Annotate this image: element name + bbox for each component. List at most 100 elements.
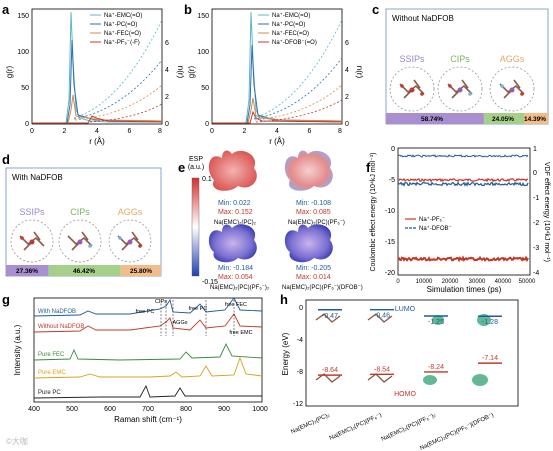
g-annot-freeemc: free EMC bbox=[229, 330, 252, 336]
e-max-3: Max: 0.014 bbox=[296, 274, 331, 281]
a-rtick-1: 2 bbox=[165, 94, 169, 101]
e-colorbar-title: ESP bbox=[189, 156, 203, 163]
h-homo-value-3: -7.14 bbox=[482, 355, 498, 362]
panel-d: d With NaDFOB SSIPs CIPs AGGs 27.36% 46.… bbox=[2, 152, 162, 277]
panel-b: b 0 2 4 6 8 0 50 100 150 0 2 4 6 r (Å) g… bbox=[184, 2, 364, 146]
g-trace-pure-fec bbox=[33, 342, 263, 361]
e-colorbar-max: 0.1 bbox=[202, 176, 212, 183]
d-label-ssips: SSIPs bbox=[19, 207, 45, 217]
e-max-1: Max: 0.085 bbox=[296, 209, 331, 216]
f-legend-0: Na⁺-PF₆⁻ bbox=[419, 216, 445, 223]
f-xtick-2: 20000 bbox=[442, 279, 459, 285]
g-trace-with-nadfob bbox=[33, 297, 263, 317]
panel-letter-g: g bbox=[2, 292, 10, 307]
f-xtick-4: 40000 bbox=[495, 279, 512, 285]
panel-letter-a: a bbox=[2, 2, 10, 17]
e-min-2: Min: -0.184 bbox=[218, 265, 253, 272]
f-rtick-0: 1 bbox=[533, 146, 537, 153]
a-xtick-0: 0 bbox=[30, 128, 34, 135]
h-ytick-1: -4 bbox=[297, 337, 303, 344]
b-ylabel-left: g(r) bbox=[187, 65, 196, 78]
h-homo-orbital-2 bbox=[423, 375, 437, 385]
b-ytick-0: 0 bbox=[205, 121, 209, 128]
panel-letter-d: d bbox=[2, 152, 10, 167]
a-xtick-1: 2 bbox=[63, 128, 67, 135]
panel-g: g 400 500 600 700 800 900 1000 Raman shi… bbox=[2, 292, 268, 424]
g-trace-pure-pc bbox=[33, 384, 262, 399]
panel-f: f 0 -5 -10 -15 -20 1 0 -1 -2 -3 -4 0 100… bbox=[366, 146, 550, 294]
b-rtick-3: 6 bbox=[345, 40, 349, 47]
c-circle-cips bbox=[437, 66, 483, 112]
b-legend-2: Na⁺-FEC(=O) bbox=[272, 30, 309, 37]
g-trace-without-nadfob bbox=[33, 313, 263, 333]
h-lumo-label: LUMO bbox=[395, 306, 416, 313]
h-category-1: Na(EMC)₂(PC)(PF₆⁻) bbox=[329, 412, 383, 441]
plot-frame-a bbox=[31, 8, 163, 125]
f-legend-1: Na⁺-DFOB⁻ bbox=[419, 225, 452, 232]
e-label-2: Na(EMC)₂(PC)(PF₆⁻)₂ bbox=[210, 285, 270, 291]
c-percent-ssips: 58.74% bbox=[421, 116, 443, 123]
a-nr-fec bbox=[74, 84, 163, 121]
b-xtick-3: 6 bbox=[308, 128, 312, 135]
panel-e: e ESP (a.u.) 0.1 -0.15 Min: 0.022 Max: 0… bbox=[178, 150, 363, 291]
e-min-3: Min: -0.205 bbox=[296, 265, 331, 272]
a-ylabel-right: n(r) bbox=[176, 66, 185, 79]
h-orbital-pictures bbox=[315, 313, 491, 386]
b-ytick-1: 50 bbox=[201, 85, 209, 92]
g-annot-cips: CIPs bbox=[155, 299, 167, 305]
g-label-pc: Pure PC bbox=[38, 390, 61, 396]
g-xlabel: Raman shift (cm⁻¹) bbox=[114, 415, 182, 424]
a-gr-pc bbox=[32, 39, 163, 124]
a-xlabel: r (Å) bbox=[89, 137, 105, 146]
f-coulomb-dfob bbox=[397, 181, 529, 187]
c-molecule-ssips bbox=[399, 79, 425, 99]
f-ylabel-right: VDF effect energy (10⁴kJ mol⁻¹) bbox=[543, 162, 550, 262]
h-ytick-0: 0 bbox=[299, 305, 303, 312]
h-lumo-orbital-3 bbox=[477, 314, 491, 326]
e-cell-0: Min: 0.022 Max: 0.152 Na(EMC)₂(PC)₂ bbox=[208, 150, 257, 226]
f-xtick-5: 50000 bbox=[519, 279, 536, 285]
d-percent-ssips: 27.36% bbox=[16, 268, 38, 275]
f-vdw-dfob bbox=[397, 154, 529, 158]
g-xtick-1: 500 bbox=[66, 406, 78, 413]
h-homo-value-2: -8.24 bbox=[428, 364, 444, 371]
c-circle-ssips bbox=[389, 66, 435, 112]
g-xtick-2: 600 bbox=[104, 406, 116, 413]
d-label-cips: CIPs bbox=[70, 207, 90, 217]
h-lumo-mol-0 bbox=[315, 313, 341, 323]
a-xtick-4: 8 bbox=[158, 128, 162, 135]
f-rtick-1: 0 bbox=[533, 170, 537, 177]
h-homo-label: HOMO bbox=[394, 391, 416, 398]
g-annot-freepc-1: free PC bbox=[136, 309, 155, 315]
c-title: Without NaDFOB bbox=[392, 14, 454, 23]
f-rtick-3: -2 bbox=[533, 220, 539, 227]
f-ylabel-left: Coulombic effect energy (10⁴kJ mol⁻¹) bbox=[370, 152, 377, 271]
b-ytick-2: 100 bbox=[197, 49, 209, 56]
b-nr-dfob bbox=[255, 99, 343, 123]
g-ylabel: Intensity (a.u.) bbox=[13, 324, 22, 375]
f-coulomb-pf6 bbox=[397, 177, 529, 183]
h-homo-mol-1 bbox=[367, 373, 393, 383]
h-category-0: Na(EMC)₂(PC)₂ bbox=[290, 412, 331, 435]
b-xtick-2: 4 bbox=[275, 128, 279, 135]
b-gr-fec bbox=[212, 97, 343, 124]
plot-frame-h bbox=[305, 299, 519, 407]
panel-a: a 0 2 4 6 8 0 50 100 150 0 2 4 6 r (Å) g… bbox=[2, 2, 185, 146]
f-ytick-3: -15 bbox=[385, 239, 395, 246]
a-ytick-0: 0 bbox=[25, 121, 29, 128]
b-rtick-2: 4 bbox=[345, 67, 349, 74]
d-bar-aggs bbox=[120, 265, 161, 276]
c-label-ssips: SSIPs bbox=[399, 54, 425, 64]
h-homo-value-0: -8.64 bbox=[322, 367, 338, 374]
a-ytick-2: 100 bbox=[17, 49, 29, 56]
f-xtick-3: 30000 bbox=[469, 279, 486, 285]
b-xlabel: r (Å) bbox=[269, 137, 285, 146]
a-rtick-0: 0 bbox=[165, 121, 169, 128]
a-gr-pf6 bbox=[32, 115, 163, 124]
panel-h: h 0 -4 -8 -12 Energy (eV) LUMO HOMO -0. bbox=[280, 292, 519, 451]
h-homo-orbital-3 bbox=[472, 374, 488, 386]
b-gr-emc bbox=[212, 11, 343, 124]
c-percent-aggs: 14.39% bbox=[524, 116, 546, 123]
a-nr-emc bbox=[73, 19, 163, 119]
